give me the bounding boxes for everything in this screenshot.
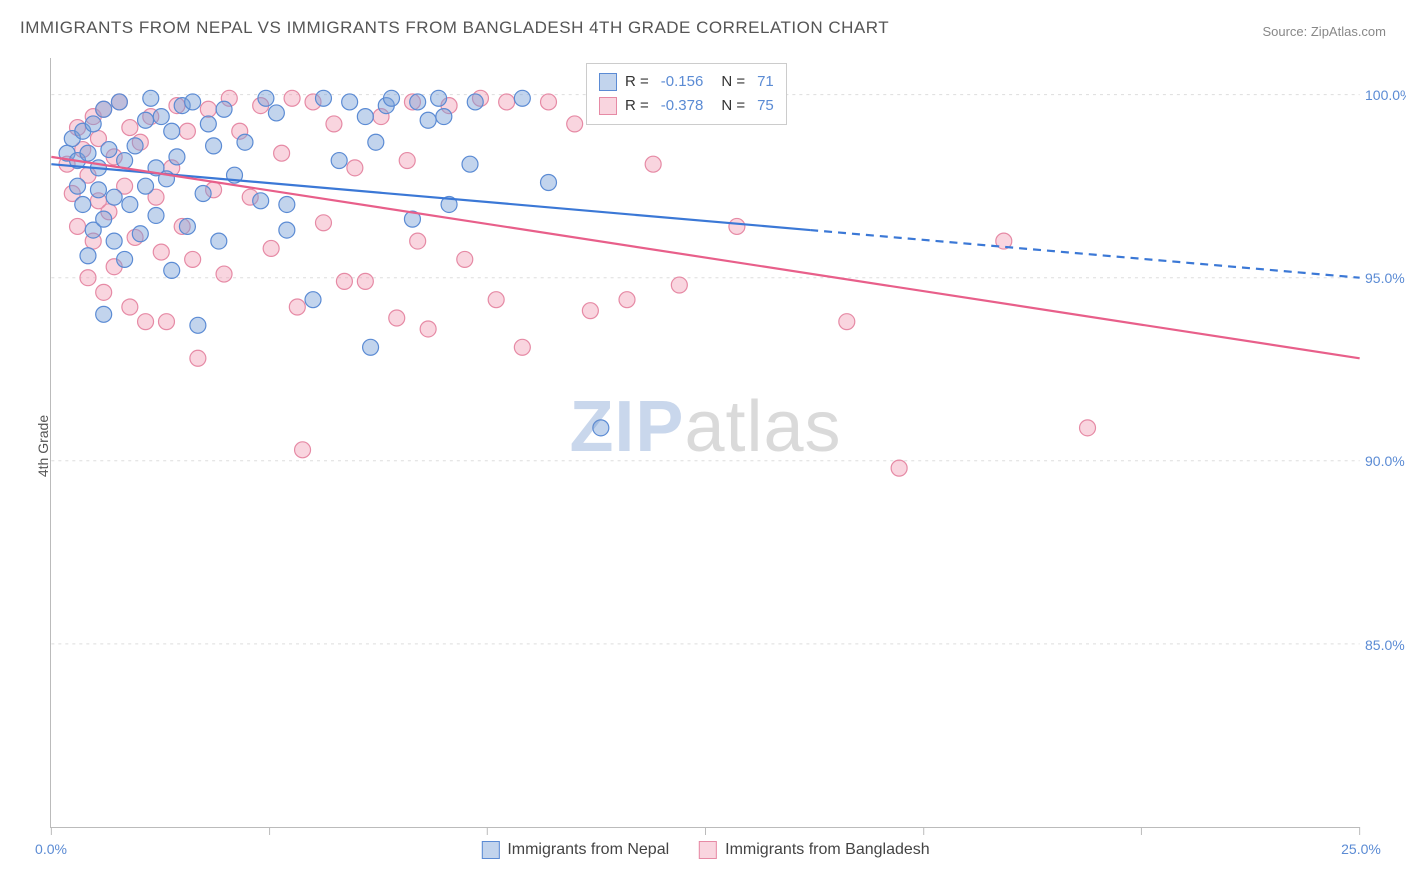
x-tick-label: 0.0% — [35, 841, 67, 857]
y-tick-label: 100.0% — [1365, 87, 1406, 103]
legend-N-label: N = — [721, 94, 745, 118]
legend-R-value-1: -0.378 — [661, 94, 704, 118]
legend-R-label: R = — [625, 70, 649, 94]
source-prefix: Source: — [1262, 24, 1310, 39]
legend-label-bangladesh: Immigrants from Bangladesh — [725, 841, 930, 859]
legend-stats-row-1: R = -0.378 N = 75 — [599, 94, 774, 118]
legend-R-value-0: -0.156 — [661, 70, 704, 94]
legend-item-bangladesh: Immigrants from Bangladesh — [699, 841, 930, 859]
legend-swatch-nepal-icon — [481, 841, 499, 859]
chart-title: IMMIGRANTS FROM NEPAL VS IMMIGRANTS FROM… — [20, 18, 889, 38]
source-name: ZipAtlas.com — [1311, 24, 1386, 39]
plot-area: ZIPatlas R = -0.156 N = 71 R = -0.378 N … — [50, 58, 1360, 828]
legend-swatch-bangladesh — [599, 97, 617, 115]
legend-item-nepal: Immigrants from Nepal — [481, 841, 669, 859]
legend-R-label: R = — [625, 94, 649, 118]
legend-swatch-bangladesh-icon — [699, 841, 717, 859]
chart-svg — [51, 58, 1360, 827]
chart-container: IMMIGRANTS FROM NEPAL VS IMMIGRANTS FROM… — [0, 0, 1406, 892]
legend-N-label: N = — [721, 70, 745, 94]
source-attribution: Source: ZipAtlas.com — [1262, 24, 1386, 39]
legend-stats-row-0: R = -0.156 N = 71 — [599, 70, 774, 94]
y-tick-label: 95.0% — [1365, 270, 1406, 286]
legend-swatch-nepal — [599, 73, 617, 91]
legend-stats-box: R = -0.156 N = 71 R = -0.378 N = 75 — [586, 63, 787, 125]
legend-label-nepal: Immigrants from Nepal — [507, 841, 669, 859]
y-tick-label: 90.0% — [1365, 453, 1406, 469]
y-tick-label: 85.0% — [1365, 637, 1406, 653]
legend-N-value-0: 71 — [757, 70, 774, 94]
legend-N-value-1: 75 — [757, 94, 774, 118]
y-axis-label: 4th Grade — [35, 415, 51, 477]
x-tick-label: 25.0% — [1341, 841, 1381, 857]
legend-series: Immigrants from Nepal Immigrants from Ba… — [481, 841, 929, 859]
